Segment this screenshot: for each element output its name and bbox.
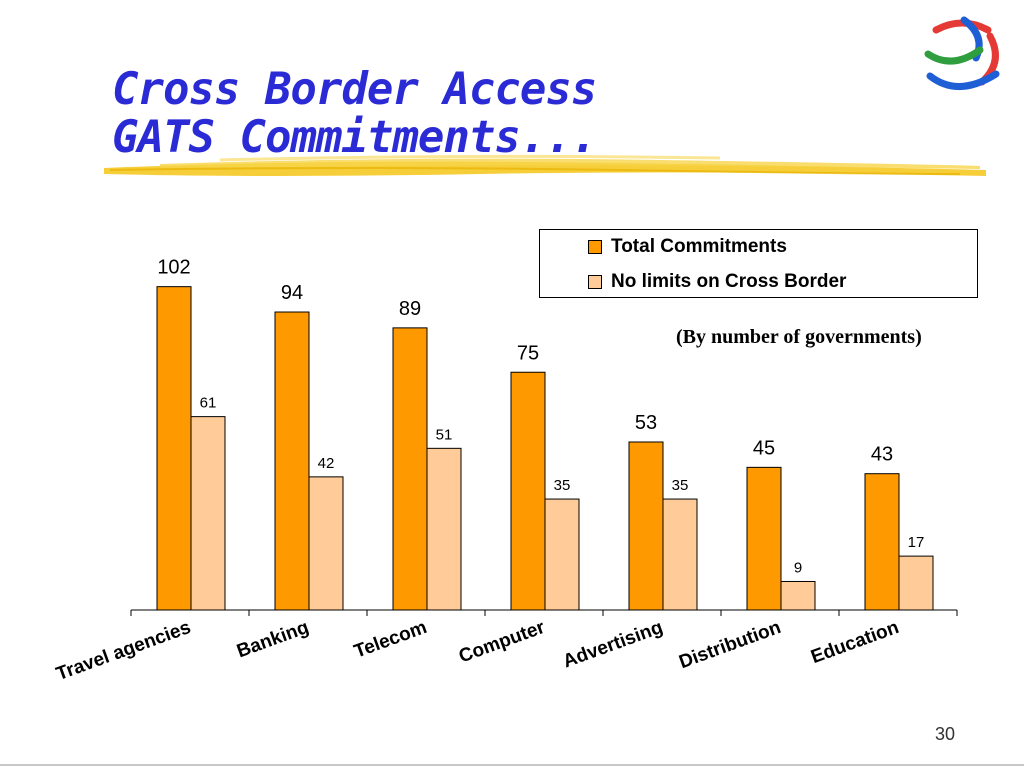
page-number: 30 bbox=[935, 724, 956, 744]
data-label-total: 89 bbox=[399, 298, 421, 320]
title-line-1: Cross Border Access bbox=[112, 64, 597, 115]
data-label-total: 53 bbox=[635, 412, 657, 434]
data-label-cross-border: 42 bbox=[318, 455, 335, 472]
category-label: Banking bbox=[234, 617, 312, 662]
category-label: Telecom bbox=[351, 617, 429, 663]
data-label-cross-border: 17 bbox=[908, 534, 925, 551]
bar-cross-border bbox=[190, 416, 226, 611]
chart-subtitle: (By number of governments) bbox=[676, 326, 922, 348]
bar-total bbox=[392, 327, 428, 611]
bar-cross-border bbox=[426, 447, 462, 611]
slide-title: Cross Border Access GATS Commitments... bbox=[112, 64, 597, 163]
bottom-rule bbox=[0, 764, 1024, 766]
bar-cross-border bbox=[662, 498, 698, 611]
data-label-total: 75 bbox=[517, 342, 539, 364]
bar-total bbox=[746, 466, 782, 611]
data-label-cross-border: 61 bbox=[200, 395, 217, 412]
bar-cross-border bbox=[898, 555, 934, 611]
title-line-2: GATS Commitments... bbox=[112, 112, 597, 163]
data-label-cross-border: 51 bbox=[436, 426, 453, 443]
data-label-cross-border: 35 bbox=[672, 477, 689, 494]
bar-total bbox=[628, 441, 664, 611]
legend-item-cross-border: No limits on Cross Border bbox=[588, 271, 846, 293]
bar-total bbox=[864, 473, 900, 611]
legend-item-total: Total Commitments bbox=[588, 236, 787, 258]
category-label: Travel agencies bbox=[54, 617, 194, 685]
legend-label-total: Total Commitments bbox=[611, 236, 787, 257]
data-label-cross-border: 9 bbox=[794, 559, 802, 576]
wto-logo-icon bbox=[924, 16, 1000, 90]
category-label: Computer bbox=[456, 617, 548, 668]
bar-total bbox=[510, 371, 546, 611]
bar-cross-border bbox=[544, 498, 580, 611]
legend-swatch-total bbox=[588, 240, 602, 254]
bar-cross-border bbox=[780, 580, 816, 611]
data-label-cross-border: 35 bbox=[554, 477, 571, 494]
category-label: Advertising bbox=[560, 617, 665, 672]
data-label-total: 45 bbox=[753, 437, 775, 459]
data-label-total: 94 bbox=[281, 282, 303, 304]
legend-label-cross-border: No limits on Cross Border bbox=[611, 271, 847, 292]
legend-swatch-cross-border bbox=[588, 275, 602, 289]
category-label: Education bbox=[808, 617, 901, 668]
category-label: Distribution bbox=[676, 617, 783, 673]
chart-legend: Total Commitments No limits on Cross Bor… bbox=[539, 229, 978, 298]
data-label-total: 102 bbox=[157, 257, 190, 279]
bar-cross-border bbox=[308, 476, 344, 611]
title-underline bbox=[104, 154, 986, 176]
bar-total bbox=[274, 311, 310, 611]
bar-total bbox=[156, 286, 192, 611]
data-label-total: 43 bbox=[871, 444, 893, 466]
